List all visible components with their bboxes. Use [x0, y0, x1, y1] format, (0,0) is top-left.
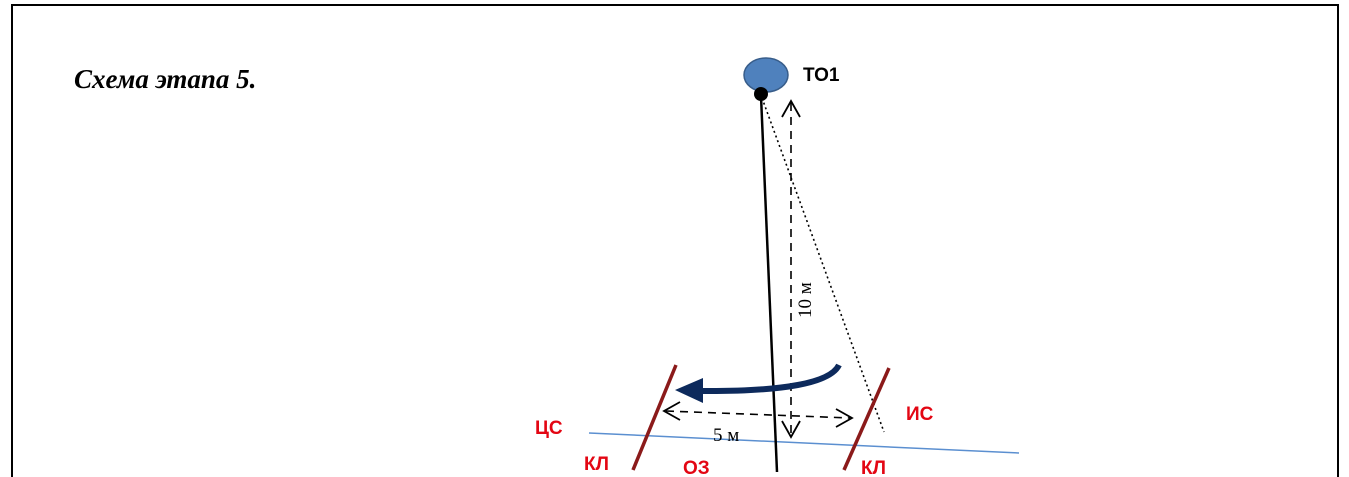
horizontal-dimension-arrow-left [662, 401, 681, 421]
label-zone: ОЗ [683, 458, 710, 477]
label-center-station: ЦС [535, 418, 563, 439]
boundary-line-right [842, 367, 891, 471]
movement-arrow [699, 363, 842, 395]
vertical-dimension-arrow-bottom [781, 420, 801, 439]
horizontal-dimension-arrow-right [835, 408, 854, 428]
horizontal-dimension-line [665, 410, 851, 419]
label-boundary-right: КЛ [861, 458, 886, 477]
diagram-frame [11, 4, 1339, 477]
ground-line [588, 432, 1020, 454]
label-5m: 5 м [713, 425, 739, 446]
target-anchor-point [754, 87, 768, 101]
diagram-title: Схема этапа 5. [74, 64, 257, 94]
movement-arrow-head [675, 378, 703, 403]
label-target: ТО1 [803, 65, 840, 86]
vertical-dimension-arrow-top [781, 99, 801, 118]
boundary-line-left [631, 364, 678, 471]
target-ellipse [743, 57, 789, 93]
label-initial-station: ИС [906, 404, 934, 425]
label-10m: 10 м [795, 282, 816, 318]
label-boundary-left: КЛ [584, 454, 609, 475]
dotted-line [761, 97, 885, 433]
solid-line [759, 95, 779, 473]
